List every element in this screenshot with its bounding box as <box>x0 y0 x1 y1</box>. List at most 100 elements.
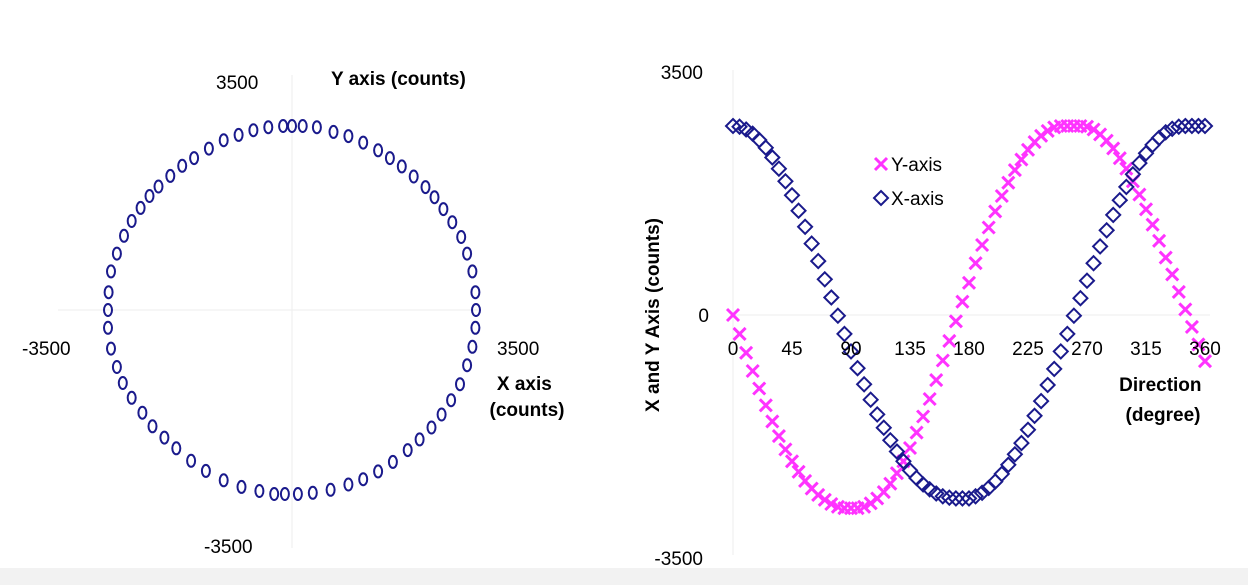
right-x-tick-135: 135 <box>894 339 926 360</box>
left-y-axis-title: Y axis (counts) <box>331 69 466 90</box>
left-point-34 <box>292 487 303 501</box>
left-point-52 <box>103 285 114 300</box>
left-point-4 <box>343 129 354 144</box>
y-axis-point-4 <box>752 381 767 396</box>
x-axis-point-67 <box>1163 120 1181 138</box>
left-point-7 <box>384 151 395 166</box>
y-axis-point-65 <box>1152 233 1167 248</box>
x-axis-point-48 <box>1039 376 1057 394</box>
x-axis-point-56 <box>1091 237 1109 255</box>
legend-x-axis-marker <box>872 189 890 207</box>
left-point-17 <box>470 285 481 300</box>
left-point-64 <box>218 133 229 148</box>
right-x-tick-45: 45 <box>781 339 802 360</box>
y-axis-point-25 <box>889 466 904 481</box>
x-axis-point-8 <box>777 172 794 190</box>
y-axis-point-43 <box>1007 163 1022 178</box>
right-x-tick-315: 315 <box>1130 339 1162 360</box>
left-point-8 <box>396 159 407 174</box>
x-axis-point-46 <box>1026 407 1043 425</box>
x-axis-point-29 <box>914 475 932 493</box>
x-axis-point-9 <box>783 186 801 204</box>
legend-y-axis-label: Y-axis <box>891 155 942 176</box>
x-axis-point-30 <box>921 480 939 498</box>
y-axis-point-42 <box>1001 175 1016 190</box>
x-axis-point-36 <box>960 489 978 507</box>
x-axis-point-66 <box>1157 123 1175 141</box>
left-point-10 <box>420 180 431 195</box>
right-series-points <box>724 117 1214 516</box>
x-axis-point-45 <box>1019 421 1037 439</box>
x-axis-point-26 <box>895 452 912 470</box>
x-axis-point-6 <box>763 149 781 166</box>
left-point-20 <box>467 339 478 354</box>
left-x-axis-title: X axis (counts) <box>490 374 565 421</box>
x-axis-point-11 <box>796 218 814 236</box>
right-y-tick-0: 3500 <box>661 63 703 84</box>
left-point-45 <box>137 405 148 420</box>
left-series-points <box>103 119 481 501</box>
left-point-24 <box>436 407 447 422</box>
y-axis-point-66 <box>1158 250 1173 265</box>
y-axis-point-14 <box>817 492 832 507</box>
left-point-12 <box>438 202 449 217</box>
y-axis-point-27 <box>902 440 918 456</box>
x-axis-point-25 <box>888 443 906 460</box>
left-point-43 <box>159 430 170 445</box>
y-axis-point-72 <box>1197 354 1213 369</box>
left-point-27 <box>402 443 413 458</box>
y-axis-point-6 <box>765 414 780 429</box>
right-x-tick-360: 360 <box>1189 339 1221 360</box>
left-point-58 <box>144 189 155 203</box>
x-axis-point-33 <box>940 489 958 507</box>
y-axis-point-24 <box>883 476 898 491</box>
window-bottom-strip <box>0 568 1248 585</box>
x-axis-point-34 <box>947 489 965 507</box>
x-axis-point-15 <box>822 289 840 306</box>
x-axis-point-71 <box>1190 117 1207 135</box>
x-axis-point-35 <box>954 489 971 507</box>
y-axis-point-69 <box>1178 302 1193 317</box>
left-point-63 <box>203 141 214 156</box>
left-point-2 <box>311 120 322 135</box>
y-axis-point-58 <box>1106 141 1121 156</box>
left-point-35 <box>279 487 290 501</box>
left-point-49 <box>106 341 116 356</box>
left-point-19 <box>470 320 481 335</box>
left-x-tick-left: -3500 <box>22 339 71 360</box>
left-point-32 <box>325 482 336 497</box>
left-point-18 <box>471 303 481 317</box>
y-axis-point-67 <box>1165 267 1180 282</box>
right-x-tick-270: 270 <box>1071 339 1103 360</box>
left-point-66 <box>248 123 259 138</box>
x-axis-point-10 <box>790 202 807 220</box>
y-axis-point-31 <box>929 373 944 388</box>
left-point-68 <box>278 119 289 133</box>
left-point-51 <box>103 303 113 317</box>
left-point-65 <box>233 127 244 142</box>
left-point-21 <box>462 358 473 373</box>
y-axis-point-7 <box>771 429 786 444</box>
left-point-46 <box>126 390 137 405</box>
left-point-6 <box>373 143 384 158</box>
left-point-5 <box>358 135 369 150</box>
x-axis-point-60 <box>1117 178 1135 196</box>
x-axis-point-22 <box>868 405 886 423</box>
left-point-3 <box>328 124 339 139</box>
left-point-56 <box>126 214 137 228</box>
x-axis-point-72 <box>1196 117 1214 135</box>
left-point-62 <box>189 151 200 166</box>
y-axis-point-35 <box>955 294 970 309</box>
right-y-tick-2: -3500 <box>654 549 703 570</box>
left-point-15 <box>462 246 473 261</box>
left-point-44 <box>147 419 158 434</box>
left-point-37 <box>254 484 265 498</box>
y-axis-point-8 <box>778 442 793 457</box>
x-axis-point-41 <box>993 465 1011 483</box>
left-point-55 <box>119 228 129 243</box>
x-axis-point-43 <box>1006 445 1024 463</box>
y-axis-point-3 <box>745 363 760 379</box>
x-axis-point-57 <box>1098 221 1116 239</box>
right-x-tick-labels: 0 45 90 135 180 225 270 315 360 <box>728 339 1221 360</box>
right-y-axis-title: X and Y Axis (counts) <box>643 218 664 412</box>
